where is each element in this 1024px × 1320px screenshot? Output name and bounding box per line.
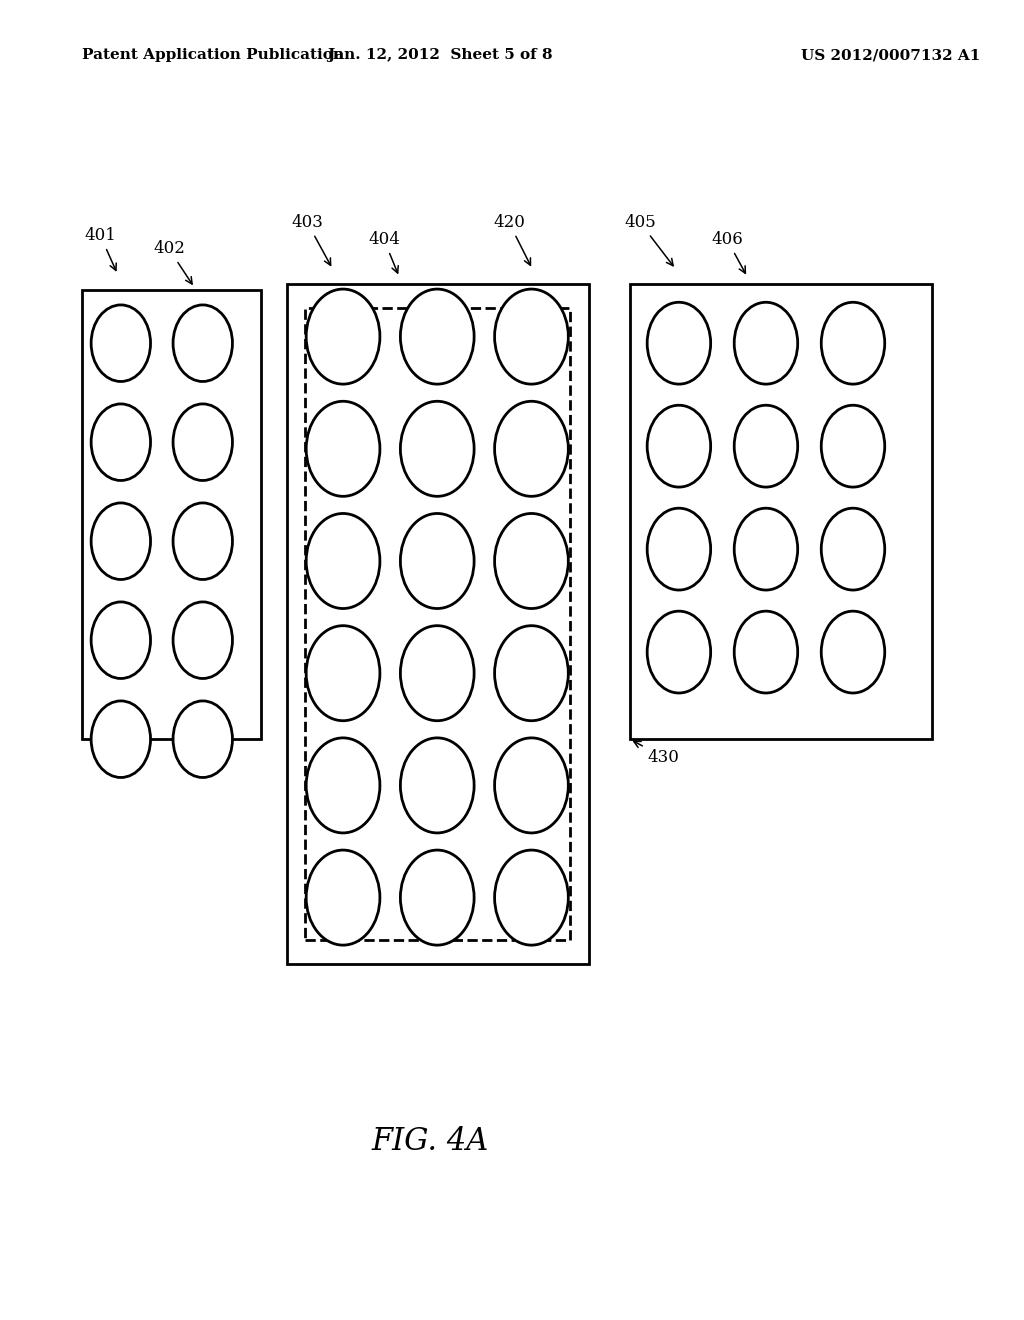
Ellipse shape [91,602,151,678]
Ellipse shape [647,302,711,384]
Ellipse shape [821,302,885,384]
Ellipse shape [91,503,151,579]
Ellipse shape [400,850,474,945]
Ellipse shape [173,701,232,777]
Text: 402: 402 [153,240,193,284]
Ellipse shape [734,302,798,384]
Ellipse shape [647,405,711,487]
Ellipse shape [173,503,232,579]
Ellipse shape [821,611,885,693]
Ellipse shape [647,611,711,693]
Text: 403: 403 [291,214,331,265]
Ellipse shape [91,305,151,381]
Ellipse shape [306,850,380,945]
Ellipse shape [306,513,380,609]
Text: 404: 404 [368,231,400,273]
Ellipse shape [495,513,568,609]
Ellipse shape [400,738,474,833]
Text: 405: 405 [624,214,673,265]
Bar [630,284,932,739]
Ellipse shape [495,738,568,833]
Text: Patent Application Publication: Patent Application Publication [82,49,344,62]
Ellipse shape [306,626,380,721]
Ellipse shape [400,401,474,496]
Ellipse shape [400,513,474,609]
Ellipse shape [821,508,885,590]
Text: 401: 401 [84,227,117,271]
Ellipse shape [306,289,380,384]
Text: 430: 430 [634,742,680,766]
Ellipse shape [173,404,232,480]
Text: 406: 406 [711,231,745,273]
Ellipse shape [647,508,711,590]
Ellipse shape [91,404,151,480]
Ellipse shape [495,850,568,945]
Ellipse shape [495,626,568,721]
Ellipse shape [306,401,380,496]
Ellipse shape [400,289,474,384]
Bar [305,308,570,940]
Ellipse shape [173,602,232,678]
Text: US 2012/0007132 A1: US 2012/0007132 A1 [801,49,981,62]
Text: 420: 420 [493,214,530,265]
Bar [82,290,261,739]
Ellipse shape [173,305,232,381]
Ellipse shape [91,701,151,777]
Ellipse shape [306,738,380,833]
Ellipse shape [734,611,798,693]
Text: FIG. 4A: FIG. 4A [372,1126,488,1158]
Text: Jan. 12, 2012  Sheet 5 of 8: Jan. 12, 2012 Sheet 5 of 8 [328,49,553,62]
Ellipse shape [734,405,798,487]
Ellipse shape [821,405,885,487]
Bar [287,284,589,964]
Ellipse shape [400,626,474,721]
Ellipse shape [734,508,798,590]
Ellipse shape [495,401,568,496]
Ellipse shape [495,289,568,384]
